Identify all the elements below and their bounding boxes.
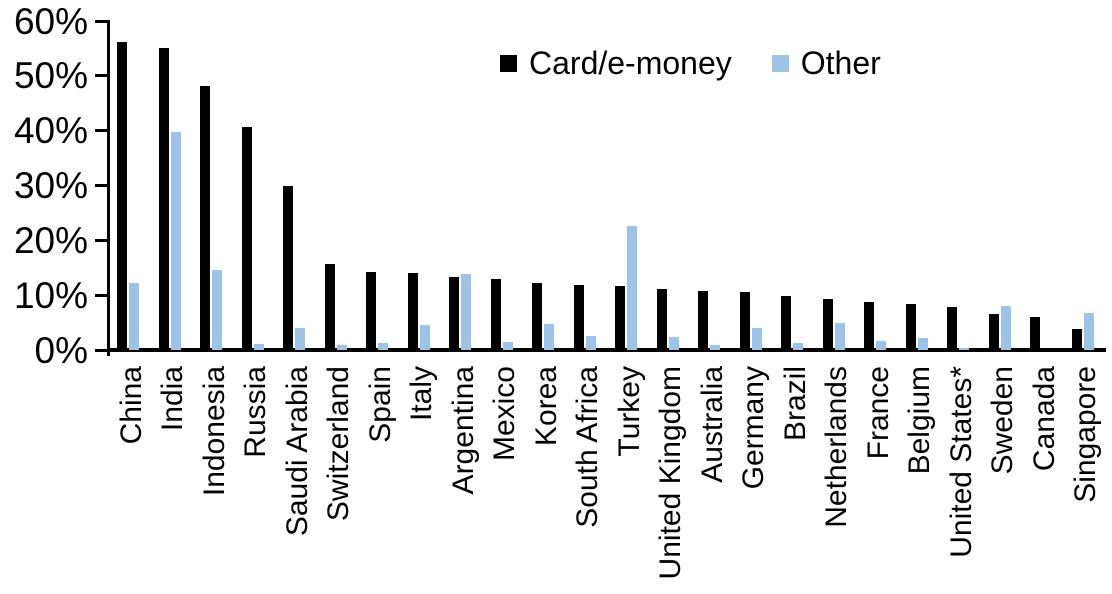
y-axis-tick-label: 20% bbox=[13, 219, 88, 261]
x-axis-category-label: France bbox=[861, 366, 895, 460]
y-axis-tick bbox=[95, 238, 107, 242]
y-axis-tick-label: 60% bbox=[13, 0, 88, 42]
y-axis-line bbox=[107, 20, 110, 356]
bar-other bbox=[129, 282, 139, 350]
bar-card-e-money bbox=[1071, 328, 1082, 350]
x-axis-category-label: Italy bbox=[405, 366, 439, 422]
bar-card-e-money bbox=[615, 286, 625, 350]
bar-other bbox=[212, 270, 222, 350]
x-axis-category-label: Belgium bbox=[903, 366, 937, 475]
x-axis-category-label: Netherlands bbox=[820, 366, 854, 528]
x-axis-category-label: Argentina bbox=[446, 366, 480, 495]
bar-other bbox=[585, 336, 596, 350]
y-axis-tick-label: 50% bbox=[13, 55, 88, 97]
legend: Card/e-money Other bbox=[500, 46, 881, 80]
x-axis-category-label: Singapore bbox=[1069, 366, 1103, 503]
bar-card-e-money bbox=[407, 272, 418, 350]
bar-card-e-money bbox=[781, 295, 791, 350]
bar-other bbox=[627, 226, 637, 350]
bar-card-e-money bbox=[698, 290, 708, 350]
other-swatch-icon bbox=[771, 54, 789, 72]
x-axis-category-label: Australia bbox=[695, 366, 729, 483]
x-axis-category-label: South Africa bbox=[571, 366, 605, 528]
bar-other bbox=[336, 345, 347, 350]
bar-card-e-money bbox=[283, 185, 293, 350]
bar-card-e-money bbox=[241, 127, 252, 350]
bar-card-e-money bbox=[366, 272, 376, 350]
x-axis-category-label: Germany bbox=[737, 366, 771, 490]
bar-other bbox=[917, 338, 928, 350]
x-axis-category-label: Saudi Arabia bbox=[280, 366, 314, 537]
x-axis-category-label: United States* bbox=[944, 366, 978, 558]
legend-item-card-e-money: Card/e-money bbox=[500, 46, 732, 80]
bar-other bbox=[959, 348, 969, 350]
bar-card-e-money bbox=[324, 264, 335, 350]
x-axis-category-label: Brazil bbox=[778, 366, 812, 442]
bar-other bbox=[378, 343, 388, 350]
y-axis-tick bbox=[95, 74, 107, 78]
bar-other bbox=[793, 343, 803, 350]
bar-other bbox=[1000, 305, 1011, 350]
x-axis-category-label: India bbox=[156, 366, 190, 432]
bar-other bbox=[253, 343, 264, 350]
x-axis-category-label: United Kingdom bbox=[654, 366, 688, 580]
bar-card-e-money bbox=[532, 282, 542, 350]
y-axis-tick bbox=[95, 293, 107, 297]
x-axis-category-label: Spain bbox=[363, 366, 397, 443]
y-axis-tick-label: 0% bbox=[34, 329, 88, 371]
legend-item-other: Other bbox=[771, 45, 881, 81]
bar-other bbox=[419, 324, 430, 350]
bar-other bbox=[461, 274, 471, 350]
bar-other bbox=[834, 323, 845, 350]
legend-label-other: Other bbox=[800, 45, 881, 81]
bar-other bbox=[502, 342, 513, 350]
x-axis-line bbox=[107, 348, 1106, 352]
x-axis-category-label: Canada bbox=[1027, 366, 1061, 472]
x-axis-category-label: Switzerland bbox=[322, 366, 356, 522]
bar-other bbox=[170, 132, 181, 350]
bar-card-e-money bbox=[822, 299, 833, 350]
bar-other bbox=[295, 328, 305, 350]
x-axis-category-label: Turkey bbox=[612, 366, 646, 457]
y-axis-tick bbox=[95, 129, 107, 133]
legend-label-card-e-money: Card/e-money bbox=[529, 45, 732, 81]
y-axis-tick-label: 10% bbox=[13, 274, 88, 316]
bar-card-e-money bbox=[200, 85, 210, 350]
x-axis-category-label: Mexico bbox=[488, 366, 522, 462]
bar-other bbox=[1083, 313, 1094, 350]
bar-card-e-money bbox=[117, 41, 127, 350]
y-axis-tick-label: 30% bbox=[13, 165, 88, 206]
card-e-money-swatch-icon bbox=[500, 54, 517, 72]
bar-card-e-money bbox=[656, 289, 667, 350]
y-axis-tick-label: 40% bbox=[13, 110, 88, 152]
y-axis-tick bbox=[95, 184, 107, 187]
x-axis-category-label: Korea bbox=[529, 366, 563, 447]
x-axis-category-label: China bbox=[114, 366, 148, 445]
bar-card-e-money bbox=[573, 285, 584, 350]
bar-other bbox=[876, 341, 886, 350]
x-axis-category-label: Indonesia bbox=[197, 366, 231, 497]
bar-card-e-money bbox=[864, 302, 874, 350]
bar-card-e-money bbox=[449, 276, 459, 350]
bar-card-e-money bbox=[947, 306, 957, 350]
bar-card-e-money bbox=[905, 304, 916, 350]
bar-card-e-money bbox=[739, 291, 750, 350]
y-axis-tick bbox=[95, 19, 107, 23]
bar-other bbox=[751, 328, 762, 350]
bar-card-e-money bbox=[158, 48, 169, 350]
bar-card-e-money bbox=[490, 278, 501, 350]
x-axis-category-label: Sweden bbox=[986, 366, 1020, 475]
bar-card-e-money bbox=[988, 313, 999, 350]
bar-other bbox=[668, 336, 679, 350]
y-axis-tick bbox=[95, 348, 107, 352]
bar-other bbox=[710, 344, 720, 350]
x-axis-category-label: Russia bbox=[239, 366, 273, 458]
bar-card-e-money bbox=[1030, 317, 1040, 350]
bar-other bbox=[544, 324, 554, 350]
